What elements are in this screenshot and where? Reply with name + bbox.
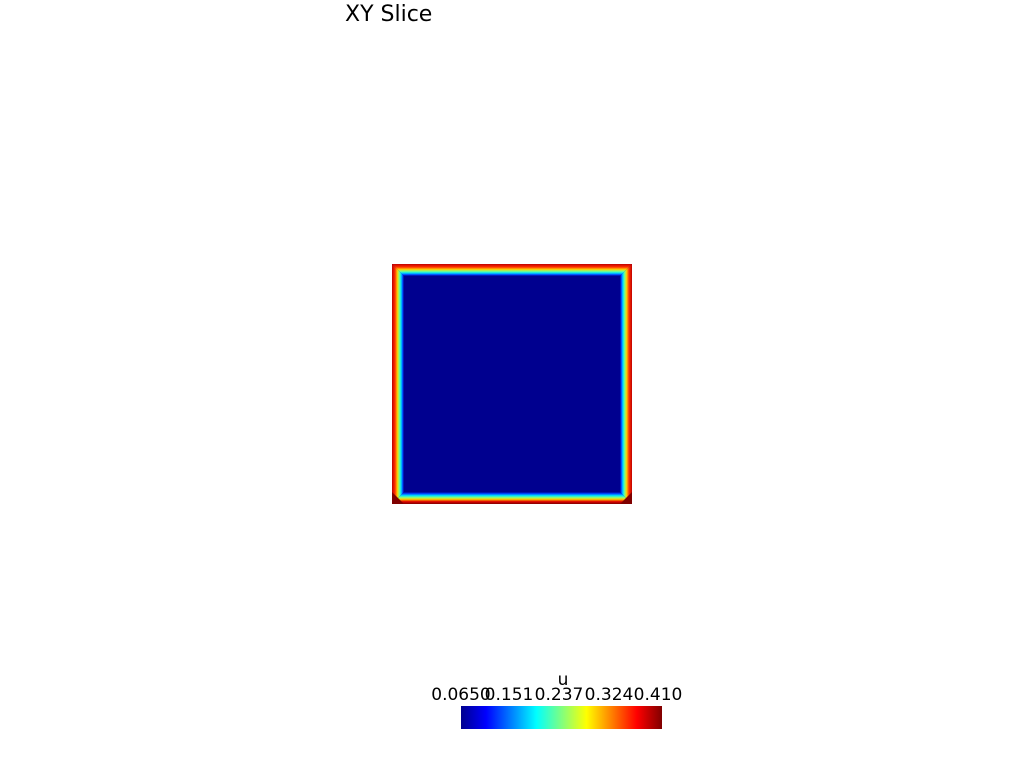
slice-boundary-right [620, 264, 632, 504]
slice-boundary-bottom [392, 492, 632, 504]
slice-corner-bottom-left [392, 492, 404, 504]
colorbar [461, 706, 662, 729]
slice-boundary-top [392, 264, 632, 276]
slice-interior [392, 264, 632, 504]
colorbar-tick-label: 0.151 [484, 685, 534, 705]
colorbar-gradient [461, 706, 662, 729]
plot-title: XY Slice [345, 2, 433, 27]
colorbar-tick-label: 0.237 [534, 685, 584, 705]
slice-corner-bottom-right [620, 492, 632, 504]
colorbar-tick-label: 0.0650 [431, 685, 491, 705]
colorbar-tick-label: 0.324 [584, 685, 634, 705]
colorbar-tick-label: 0.410 [633, 685, 683, 705]
slice-boundary-left [392, 264, 404, 504]
colorbar-title: u [557, 670, 569, 690]
colorbar-tick-labels: 0.0650 0.151 0.237 0.324 0.410 [430, 684, 690, 706]
xy-slice-plot [392, 264, 632, 504]
